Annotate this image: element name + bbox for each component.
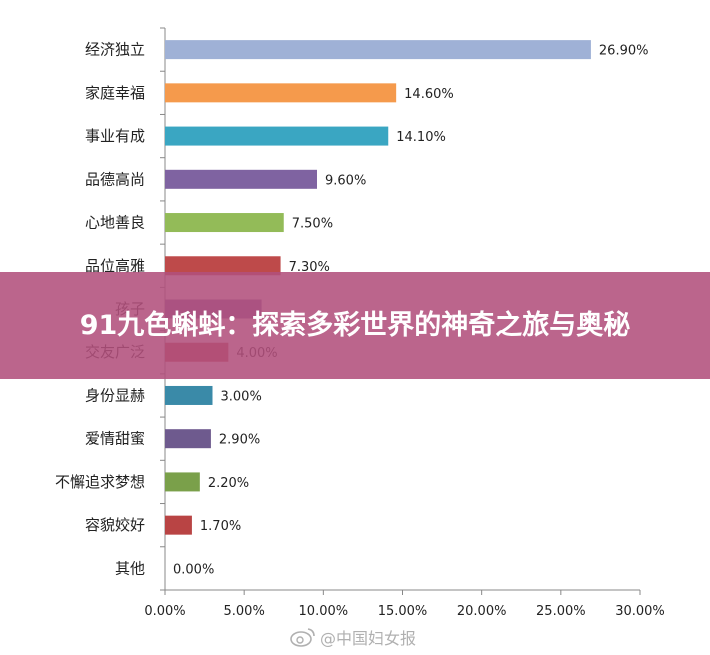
value-labels: 26.90%14.60%14.10%9.60%7.50%7.30%4.00%3.… xyxy=(173,44,648,578)
x-tick-label: 10.00% xyxy=(299,604,349,619)
value-label: 2.20% xyxy=(208,476,249,491)
bar xyxy=(165,515,192,535)
bar xyxy=(165,472,200,492)
banner-title: 91九色蝌蚪：探索多彩世界的神奇之旅与奥秘 xyxy=(79,309,631,341)
category-label: 心地善良 xyxy=(85,214,145,232)
x-tick-label: 0.00% xyxy=(144,604,185,619)
bar xyxy=(165,256,281,276)
category-label: 品位高雅 xyxy=(85,257,145,275)
value-label: 7.50% xyxy=(292,217,333,232)
category-label: 容貌姣好 xyxy=(85,516,145,534)
value-label: 7.30% xyxy=(289,260,330,275)
x-tick-label: 5.00% xyxy=(224,604,265,619)
value-label: 0.00% xyxy=(173,562,214,577)
x-tick-label: 25.00% xyxy=(536,604,586,619)
watermark: @中国妇女报 xyxy=(290,625,416,649)
category-label: 不懈追求梦想 xyxy=(55,473,145,491)
category-label: 其他 xyxy=(115,559,145,577)
category-label: 身份显赫 xyxy=(85,386,145,404)
value-label: 9.60% xyxy=(325,173,366,188)
value-label: 26.90% xyxy=(599,44,649,59)
category-label: 品德高尚 xyxy=(85,170,145,188)
value-label: 3.00% xyxy=(221,389,262,404)
bar xyxy=(165,213,284,233)
category-label: 家庭幸福 xyxy=(85,84,145,102)
bar xyxy=(165,83,397,103)
category-label: 爱情甜蜜 xyxy=(85,430,145,448)
bar xyxy=(165,429,211,449)
watermark-text: @中国妇女报 xyxy=(320,629,417,648)
bar xyxy=(165,385,213,405)
bar xyxy=(165,126,389,146)
x-tick-labels: 0.00% 5.00% 10.00% 15.00% 20.00% 25.00% 30.00% xyxy=(144,604,664,619)
value-label: 14.60% xyxy=(404,87,454,102)
value-label: 1.70% xyxy=(200,519,241,534)
category-label: 事业有成 xyxy=(85,127,145,145)
value-label: 14.10% xyxy=(396,130,446,145)
x-tick-label: 20.00% xyxy=(457,604,507,619)
x-tick-label: 15.00% xyxy=(378,604,428,619)
x-tick-label: 30.00% xyxy=(615,604,665,619)
chart-bars xyxy=(165,40,591,535)
category-label: 经济独立 xyxy=(85,41,145,59)
value-label: 2.90% xyxy=(219,433,260,448)
bar xyxy=(165,169,317,189)
weibo-icon xyxy=(290,628,315,647)
title-banner: 91九色蝌蚪：探索多彩世界的神奇之旅与奥秘 xyxy=(0,272,710,379)
bar xyxy=(165,40,591,60)
